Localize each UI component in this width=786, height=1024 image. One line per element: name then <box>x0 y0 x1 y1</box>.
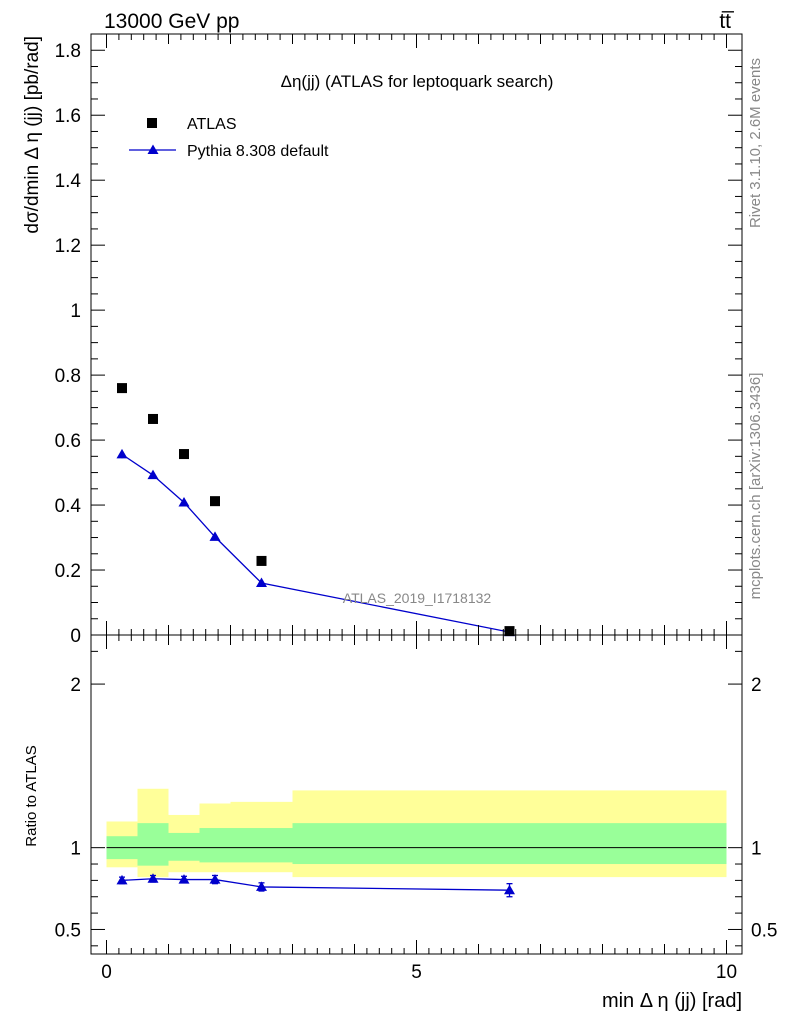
main-axis-ticks: 0 0.2 0.4 0.6 0.8 1 1.2 1.4 1.6 1.8 <box>55 34 742 647</box>
ratio-band-inner <box>169 833 200 861</box>
y-tick-label: 0.6 <box>55 431 81 452</box>
y-tick-label: 0.4 <box>55 496 82 517</box>
watermark: ATLAS_2019_I1718132 <box>343 590 492 606</box>
legend-pythia-label: Pythia 8.308 default <box>187 143 329 160</box>
ratio-pythia-line <box>122 879 510 890</box>
ratio-y-tick-label: 1 <box>751 839 762 860</box>
ratio-pythia-point <box>210 874 221 884</box>
ratio-y-tick-label: 2 <box>751 675 762 696</box>
pythia-point <box>148 470 159 480</box>
main-title: Δη(jj) (ATLAS for leptoquark search) <box>281 72 554 91</box>
atlas-point <box>117 383 127 393</box>
y-tick-label: 1.2 <box>55 236 81 257</box>
y-tick-label: 1.6 <box>55 106 81 127</box>
ratio-data-marks <box>107 789 727 897</box>
ratio-pythia-point <box>504 885 515 895</box>
legend-atlas-marker <box>147 118 157 128</box>
x-tick-label: 0 <box>101 962 112 983</box>
ratio-y-tick-label: 2 <box>70 675 81 696</box>
y-tick-label: 1.8 <box>55 41 81 62</box>
pythia-point <box>117 449 128 459</box>
y-tick-label: 0.8 <box>55 366 81 387</box>
ratio-panel: 0.5 0.5 1 1 2 2 0 5 10 Ratio to ATLAS min Δ η (j… <box>23 635 777 1012</box>
x-tick-label: 10 <box>716 962 737 983</box>
header-energy: 13000 GeV pp <box>104 10 239 33</box>
x-tick-label: 5 <box>411 962 422 983</box>
ratio-y-tick-label: 1 <box>70 839 81 860</box>
ratio-band-inner <box>200 828 231 862</box>
main-ylabel: dσ/dmin Δ η (jj) [pb/rad] <box>22 36 43 234</box>
legend-atlas-label: ATLAS <box>187 116 237 133</box>
atlas-point <box>257 556 267 566</box>
y-tick-label: 1 <box>70 301 81 322</box>
y-tick-label: 1.4 <box>55 171 82 192</box>
legend-pythia-marker <box>148 145 159 155</box>
rivet-label: Rivet 3.1.10, 2.6M events <box>747 58 764 228</box>
legend: ATLAS Pythia 8.308 default <box>129 116 329 160</box>
ratio-y-tick-label: 0.5 <box>751 920 777 941</box>
ratio-band-inner <box>293 823 727 864</box>
y-tick-label: 0.2 <box>55 561 81 582</box>
ratio-band-inner <box>138 823 169 866</box>
main-panel: Δη(jj) (ATLAS for leptoquark search) ATL… <box>22 34 742 647</box>
ratio-ylabel: Ratio to ATLAS <box>23 745 40 846</box>
y-tick-label: 0 <box>70 626 81 647</box>
atlas-point <box>179 449 189 459</box>
header-process: tt̅ <box>719 10 735 33</box>
ratio-band-inner <box>231 828 293 862</box>
ratio-y-tick-label: 0.5 <box>55 920 81 941</box>
atlas-point <box>210 496 220 506</box>
figure: 13000 GeV pp tt̅ Rivet 3.1.10, 2.6M even… <box>0 0 786 1024</box>
x-axis-label: min Δ η (jj) [rad] <box>602 990 742 1012</box>
atlas-point <box>148 414 158 424</box>
mcplots-label: mcplots.cern.ch [arXiv:1306.3436] <box>747 373 764 600</box>
